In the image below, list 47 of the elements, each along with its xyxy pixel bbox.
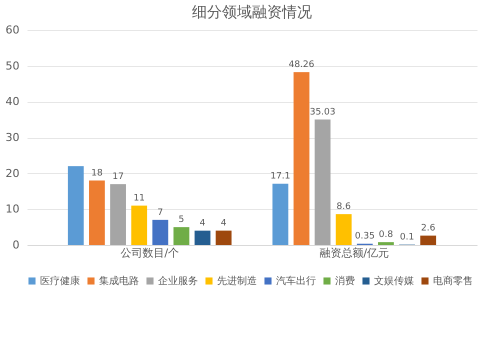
- bar: [294, 72, 310, 245]
- x-tick-label: 公司数目/个: [120, 246, 180, 260]
- bar: [194, 230, 210, 245]
- chart-title: 细分领域融资情况: [192, 3, 312, 21]
- data-label: 0.1: [400, 232, 414, 243]
- bar: [89, 180, 105, 245]
- y-tick-label: 20: [6, 166, 20, 180]
- legend-label: 文娱传媒: [374, 275, 414, 287]
- data-label: 4: [220, 218, 227, 229]
- legend-label: 汽车出行: [276, 275, 316, 287]
- legend-label: 医疗健康: [40, 275, 80, 287]
- data-label: 17.1: [270, 172, 290, 182]
- y-tick-label: 60: [6, 24, 20, 36]
- bar: [378, 242, 394, 245]
- data-label: 0.35: [354, 232, 375, 242]
- bar: [216, 230, 232, 245]
- data-label: 8.6: [336, 202, 352, 212]
- data-label: 2.6: [421, 224, 436, 234]
- y-tick-label: 30: [6, 131, 20, 144]
- legend-label: 企业服务: [158, 275, 198, 287]
- data-label: 18: [91, 168, 103, 178]
- y-tick-label: 40: [6, 95, 20, 108]
- bar: [173, 227, 190, 245]
- data-label: 48.26: [288, 60, 315, 70]
- data-label: 0.8: [378, 230, 394, 240]
- data-label: 11: [133, 194, 145, 204]
- legend-label: 集成电路: [99, 275, 139, 287]
- bar: [272, 184, 288, 245]
- data-label: 5: [178, 215, 184, 226]
- y-tick-label: 10: [6, 202, 20, 216]
- bar: [68, 166, 84, 245]
- legend-label: 电商零售: [433, 275, 473, 287]
- data-label: 17: [112, 172, 124, 182]
- data-label: 7: [157, 208, 164, 218]
- legend-label: 先进制造: [217, 275, 257, 287]
- bar: [420, 236, 436, 245]
- y-tick-label: 50: [6, 59, 20, 72]
- y-tick-label: 0: [12, 238, 20, 252]
- bar: [152, 220, 168, 245]
- bar: [110, 184, 126, 245]
- legend-label: 消费: [335, 275, 355, 287]
- bar: [314, 119, 331, 245]
- x-tick-label: 融资总额/亿元: [319, 246, 390, 260]
- data-label: 4: [200, 218, 206, 229]
- bar: [336, 214, 352, 245]
- bar: [131, 206, 148, 245]
- data-label: 35.03: [310, 107, 336, 118]
